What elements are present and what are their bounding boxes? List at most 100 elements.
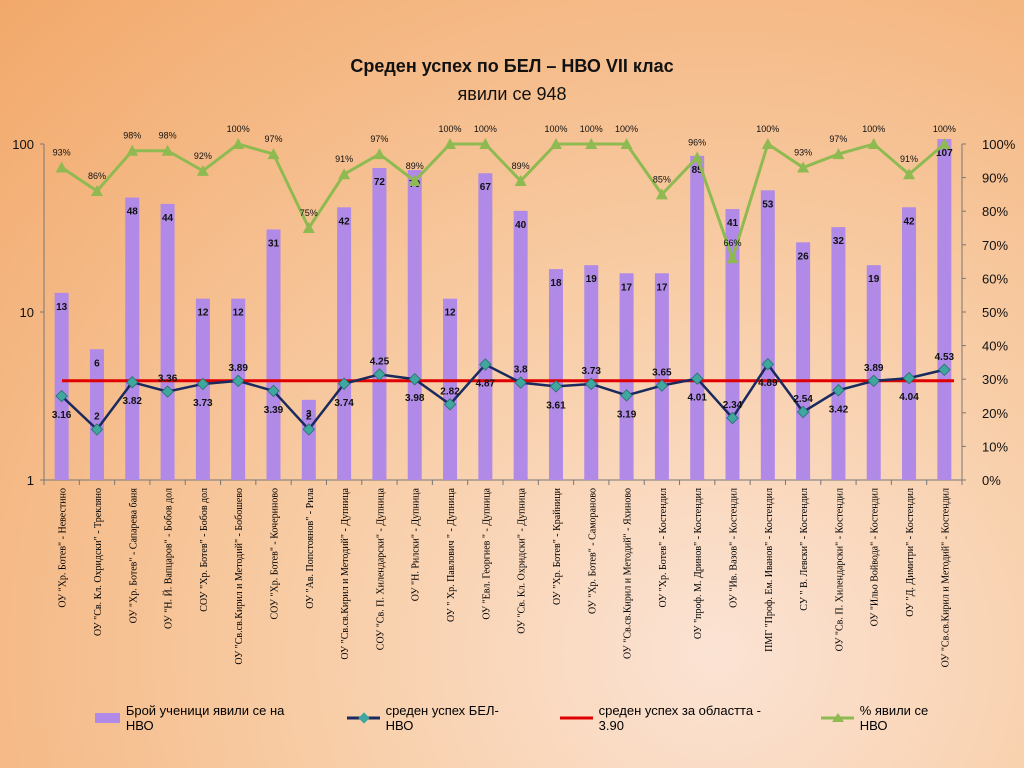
bar-label: 19 (868, 274, 880, 285)
legend-swatch-bars (95, 713, 120, 723)
percent-point (444, 138, 457, 149)
average-score-point (231, 374, 245, 388)
bar (548, 269, 563, 480)
percent-point (797, 161, 810, 173)
category-label: ОУ "Св.св.Кирил и Методий" - Костендил (940, 488, 951, 667)
average-score-label: 4.89 (758, 378, 778, 389)
average-score-label: 2 (94, 411, 100, 422)
percent-point (867, 138, 880, 149)
percent-point (655, 188, 668, 200)
percent-label: 92% (194, 151, 212, 161)
percent-label: 100% (862, 124, 885, 134)
percent-label: 89% (512, 161, 530, 171)
bar-label: 18 (550, 278, 562, 289)
percent-label: 96% (688, 137, 706, 147)
average-score-point (761, 357, 775, 371)
bar (760, 190, 775, 480)
average-score-point (620, 389, 633, 402)
average-score-label: 3.74 (334, 398, 354, 409)
percent-point (691, 151, 704, 163)
category-label: СОУ "Хр. Ботев" - Бобов дол (199, 488, 210, 612)
percent-label: 100% (615, 124, 638, 134)
bar (937, 139, 952, 480)
bar (266, 229, 281, 480)
legend-item-percent: % явили се НВО (821, 703, 955, 733)
category-label: ОУ "Ив. Вазов" - Костендил (729, 488, 740, 608)
legend-label-percent: % явили се НВО (859, 703, 929, 733)
percent-point (196, 164, 209, 176)
percent-label: 100% (227, 124, 250, 134)
percent-label: 93% (794, 148, 812, 158)
average-score-point (55, 389, 68, 403)
category-label: СОУ "Св. П. Хилендарски" - Дупница (375, 487, 386, 650)
category-label: ОУ " Хр. Павлович " - Дупница (446, 487, 457, 622)
category-label: ОУ "Св.св.Кирил и Методий" - Дупница (340, 487, 351, 659)
average-score-label: 3.16 (52, 410, 72, 421)
percent-label: 100% (933, 124, 956, 134)
average-score-label: 2 (306, 411, 312, 422)
bar-label: 12 (197, 308, 209, 319)
average-score-label: 3.89 (864, 363, 884, 374)
average-score-point (479, 358, 492, 371)
average-score-point (902, 371, 916, 385)
bar-label: 72 (374, 177, 386, 188)
right-axis-tick-label: 40% (982, 339, 1008, 354)
bar (407, 170, 422, 480)
category-label: ОУ "Ав. Попстоянов" - Рила (305, 487, 316, 608)
bar-label: 40 (515, 220, 527, 231)
percent-label: 91% (900, 154, 918, 164)
category-label: СОУ "Хр. Ботев" - Кочериново (270, 488, 281, 620)
average-score-label: 3.36 (158, 374, 178, 385)
category-label: ОУ "проф. М. Дринов" - Костендил (693, 488, 704, 639)
bar (160, 203, 175, 480)
right-axis-tick-label: 50% (982, 305, 1008, 320)
category-label: ОУ "Ильо Войвода" - Костендил (870, 488, 881, 626)
percent-point (903, 168, 916, 180)
category-label: ОУ "Хр. Ботев" - Сапарева баня (128, 488, 139, 624)
percent-point (832, 148, 845, 160)
legend-label-region: среден успех за областта - 3.90 (598, 703, 761, 733)
average-score-label: 3.19 (617, 409, 637, 420)
right-axis-tick-label: 30% (982, 372, 1008, 387)
average-score-point (867, 374, 880, 388)
bar (337, 207, 352, 480)
category-label: ОУ "Н. Рилски" - Дупница (411, 487, 422, 601)
average-score-label: 4.87 (476, 378, 496, 389)
percent-label: 75% (300, 208, 318, 218)
legend-label-bars: Брой ученици явили се на НВО (125, 703, 285, 733)
percent-point (126, 144, 139, 156)
legend-item-bars: Брой ученици явили се на НВО (95, 703, 307, 733)
percent-point (267, 148, 280, 160)
bar-label: 107 (936, 148, 953, 159)
percent-point (373, 148, 386, 160)
average-score-label: 3.65 (652, 368, 672, 379)
left-axis-tick-label: 100 (12, 137, 34, 152)
percent-label: 86% (88, 171, 106, 181)
bar-label: 3 (306, 409, 312, 420)
bar (125, 197, 140, 481)
bar-label: 31 (268, 238, 280, 249)
left-axis-tick-label: 1 (27, 473, 34, 488)
average-score-point (126, 375, 139, 389)
average-score-point (408, 372, 421, 386)
right-axis-tick-label: 70% (982, 238, 1008, 253)
bar (301, 399, 316, 480)
average-score-label: 3.89 (228, 363, 248, 374)
percent-point (302, 222, 315, 233)
average-score-point (726, 411, 739, 425)
percent-label: 91% (335, 154, 353, 164)
bar (725, 209, 740, 480)
percent-label: 98% (123, 131, 141, 141)
bar-label: 44 (162, 213, 174, 224)
bar-label: 19 (586, 274, 598, 285)
average-score-line (60, 362, 945, 432)
category-label: ОУ "Хр. Ботев" - Невестино (58, 488, 69, 608)
bar (654, 273, 669, 480)
average-score-label: 4.01 (687, 393, 707, 404)
bar-label: 12 (233, 308, 245, 319)
average-score-label: 2.34 (723, 400, 743, 411)
right-axis-tick-label: 20% (982, 406, 1008, 421)
category-label: ОУ "Св. Кл. Охридски" - Дупница (517, 487, 528, 633)
bar (796, 242, 811, 480)
percent-label: 100% (580, 124, 603, 134)
